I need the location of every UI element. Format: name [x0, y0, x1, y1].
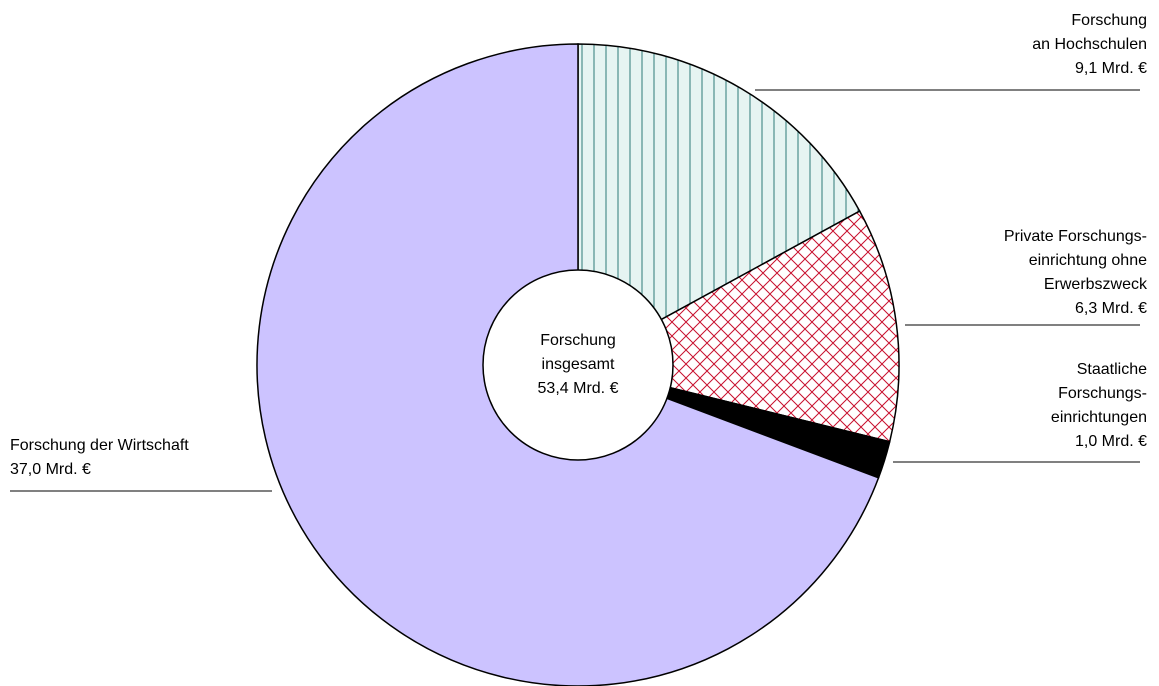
- slice-label: Staatliche: [1077, 361, 1147, 378]
- value-label: 1,0 Mrd. €: [1075, 433, 1147, 450]
- center-hole: [482, 269, 674, 461]
- slice-label: Forschung: [1071, 12, 1147, 29]
- center-label: insgesamt: [542, 356, 615, 373]
- value-label: 37,0 Mrd. €: [10, 461, 91, 478]
- slice-label: Erwerbszweck: [1044, 276, 1148, 293]
- slice-label: einrichtungen: [1051, 409, 1147, 426]
- slice-label: einrichtung ohne: [1029, 252, 1147, 269]
- slice-label: Private Forschungs-: [1004, 228, 1147, 245]
- slice-label: Forschungs-: [1058, 385, 1147, 402]
- center-total: 53,4 Mrd. €: [538, 380, 619, 397]
- pie-slice: [577, 43, 861, 367]
- slice-label: Forschung der Wirtschaft: [10, 437, 189, 454]
- value-label: 9,1 Mrd. €: [1075, 60, 1147, 77]
- center-label: Forschung: [540, 332, 616, 349]
- slice-label: an Hochschulen: [1032, 36, 1147, 53]
- value-label: 6,3 Mrd. €: [1075, 300, 1147, 317]
